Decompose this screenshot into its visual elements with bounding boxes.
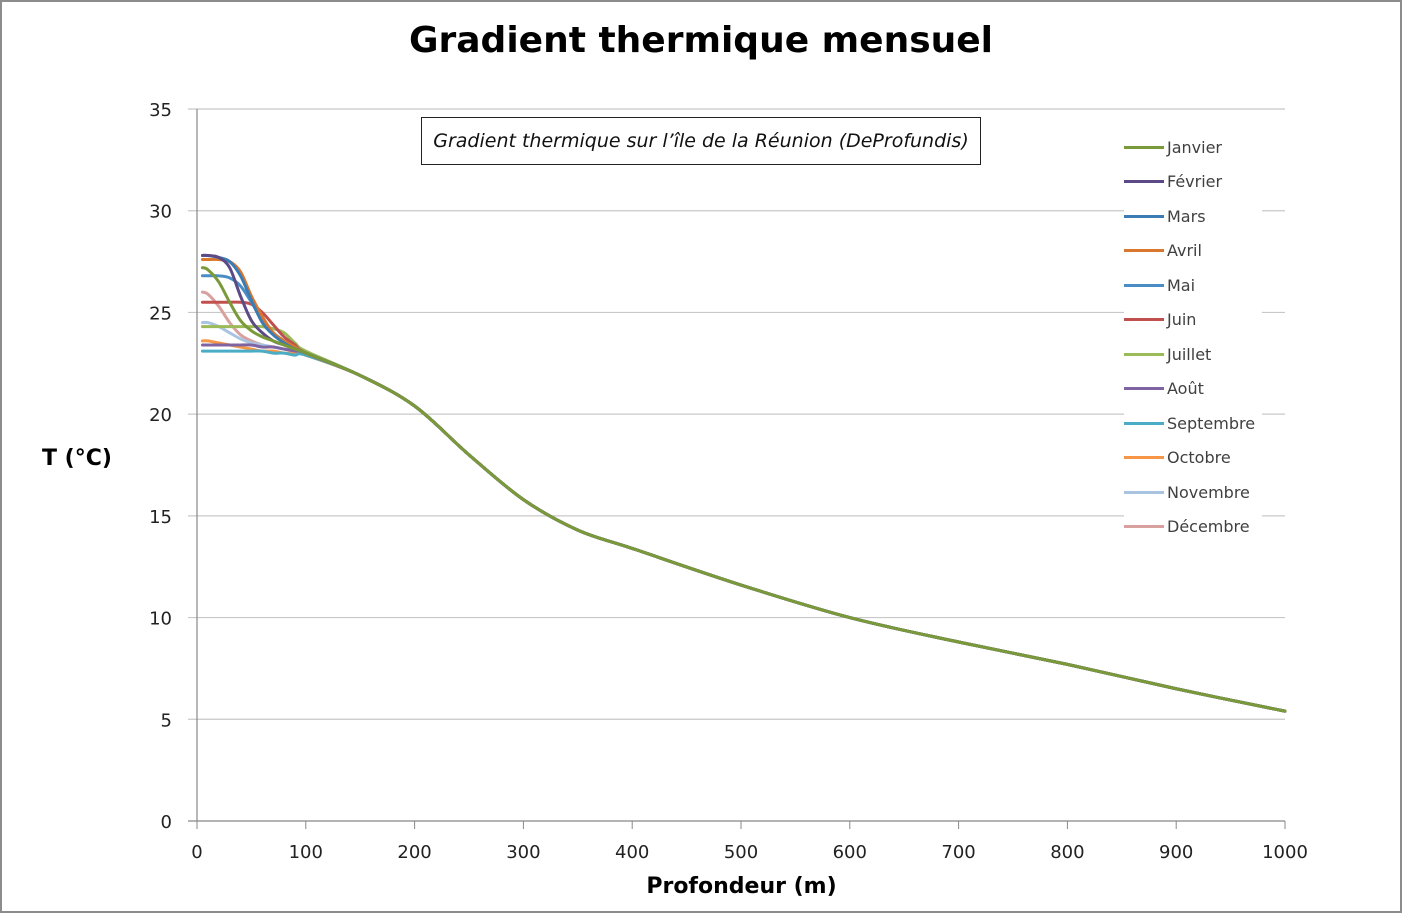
y-tick-label: 35 (149, 100, 172, 121)
x-tick-label: 100 (289, 842, 323, 863)
legend-item: Décembre (1124, 510, 1262, 545)
series-line-juillet (200, 325, 1287, 713)
series-line-août (200, 343, 1287, 713)
legend-swatch (1124, 214, 1164, 218)
legend-swatch (1124, 145, 1164, 149)
x-tick-label: 900 (1159, 842, 1193, 863)
legend-item: Septembre (1124, 406, 1262, 441)
legend-label: Novembre (1167, 482, 1250, 502)
series-line-septembre (200, 349, 1287, 713)
chart-title: Gradient thermique mensuel (408, 20, 994, 61)
legend: Janvier Février Mars Avril Mai Juin Juillet Aoû… (1124, 130, 1262, 544)
legend-item: Mai (1124, 268, 1262, 303)
x-tick-label: 500 (724, 842, 758, 863)
legend-swatch (1124, 525, 1164, 529)
legend-label: Juin (1167, 310, 1197, 330)
legend-swatch (1124, 421, 1164, 425)
x-tick-label: 0 (191, 842, 202, 863)
x-tick-label: 300 (506, 842, 540, 863)
legend-label: Mars (1167, 206, 1206, 226)
legend-swatch (1124, 283, 1164, 287)
legend-item: Mars (1124, 199, 1262, 234)
legend-label: Août (1167, 379, 1204, 399)
x-tick-label: 600 (833, 842, 867, 863)
y-axis-label: T (°C) (42, 446, 112, 471)
legend-label: Janvier (1167, 137, 1222, 157)
legend-item: Novembre (1124, 475, 1262, 510)
x-tick-label: 1000 (1262, 842, 1308, 863)
y-tick-label: 10 (149, 609, 172, 630)
legend-item: Avril (1124, 234, 1262, 269)
series-line-octobre (200, 339, 1287, 713)
legend-swatch (1124, 180, 1164, 184)
y-tick-label: 20 (149, 405, 172, 426)
x-tick-label: 400 (615, 842, 649, 863)
x-axis-label: Profondeur (m) (646, 874, 837, 899)
legend-label: Octobre (1167, 448, 1231, 468)
legend-swatch (1124, 456, 1164, 460)
annotation-box: Gradient thermique sur l’île de la Réuni… (421, 117, 981, 165)
legend-swatch (1124, 318, 1164, 322)
legend-label: Mai (1167, 275, 1196, 295)
legend-label: Avril (1167, 241, 1202, 261)
series-line-décembre (200, 290, 1287, 713)
y-tick-label: 25 (149, 303, 172, 324)
series-line-avril (200, 257, 1287, 713)
y-tick-label: 5 (161, 710, 172, 731)
legend-item: Août (1124, 372, 1262, 407)
legend-label: Septembre (1167, 413, 1256, 433)
y-tick-label: 30 (149, 202, 172, 223)
series-line-février (200, 253, 1287, 713)
series-line-mai (200, 274, 1287, 713)
series-line-mars (200, 253, 1287, 713)
legend-label: Février (1167, 172, 1223, 192)
legend-label: Décembre (1167, 517, 1250, 537)
legend-item: Janvier (1124, 130, 1262, 165)
legend-item: Février (1124, 165, 1262, 200)
legend-swatch (1124, 387, 1164, 391)
series-line-janvier (200, 266, 1287, 713)
legend-label: Juillet (1167, 344, 1212, 364)
legend-swatch (1124, 490, 1164, 494)
legend-item: Octobre (1124, 441, 1262, 476)
legend-item: Juin (1124, 303, 1262, 338)
y-tick-label: 0 (161, 812, 172, 833)
legend-swatch (1124, 352, 1164, 356)
legend-swatch (1124, 249, 1164, 253)
x-tick-label: 800 (1050, 842, 1084, 863)
x-tick-label: 700 (941, 842, 975, 863)
y-tick-label: 15 (149, 507, 172, 528)
series-line-juin (200, 300, 1287, 713)
series-line-novembre (200, 320, 1287, 713)
x-tick-label: 200 (397, 842, 431, 863)
legend-item: Juillet (1124, 337, 1262, 372)
